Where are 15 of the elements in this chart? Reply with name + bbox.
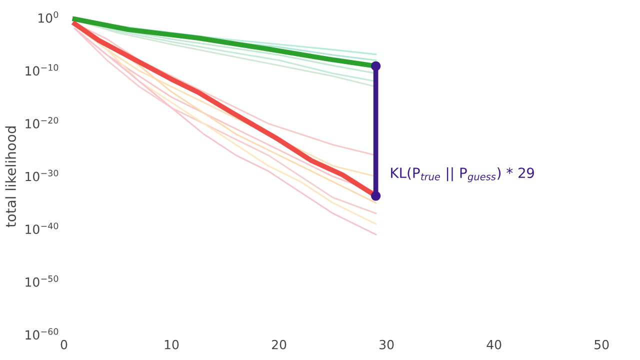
x-tick-label: 40 — [486, 340, 502, 350]
annotation: KL(P$_{true}$ || P$_{guess}$) * 29 — [391, 167, 534, 182]
x-tick-label: 20 — [272, 340, 286, 350]
y-tick-label: 10$^{0}$ — [38, 11, 58, 23]
y-tick-label: 10$^{−50}$ — [26, 275, 58, 287]
x-tick-label: 10 — [164, 340, 179, 350]
x-tick-label: 30 — [380, 340, 394, 350]
x-tick-label: 50 — [594, 340, 609, 350]
y-tick-label: 10$^{−10}$ — [26, 64, 58, 76]
y-tick-label: 10$^{−20}$ — [26, 116, 58, 128]
y-tick-label: 10$^{−30}$ — [26, 170, 58, 182]
y-axis-title: total likelihood — [5, 126, 16, 228]
y-tick-label: 10$^{−60}$ — [26, 328, 58, 340]
x-tick-label: 0 — [60, 340, 68, 350]
y-tick-label: 10$^{−40}$ — [26, 222, 58, 234]
